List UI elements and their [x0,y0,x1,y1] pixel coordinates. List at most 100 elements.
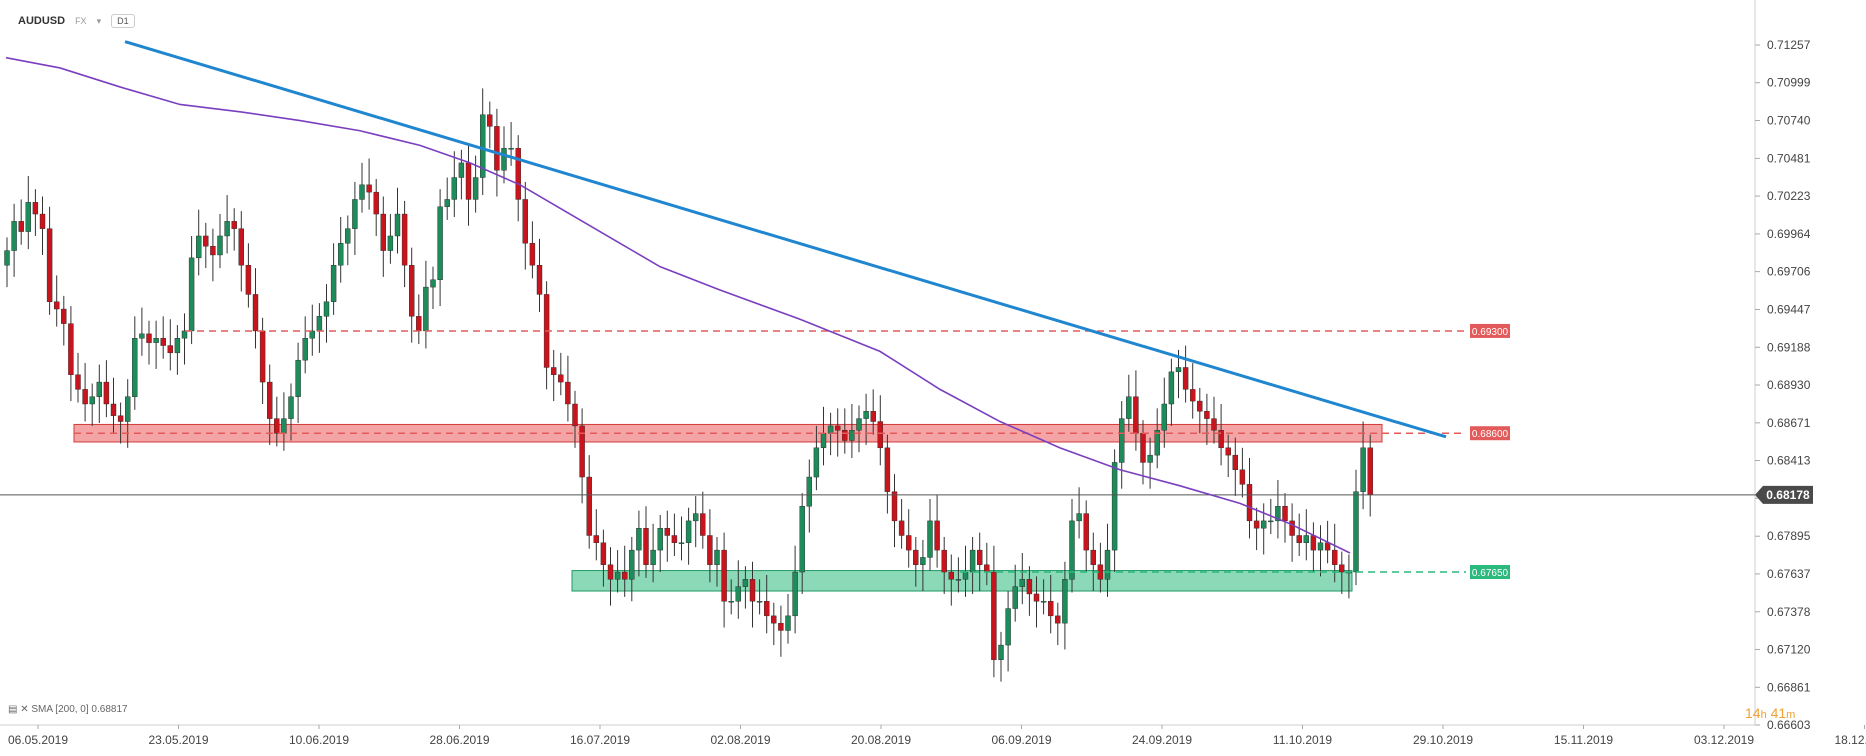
bull-candle [629,549,635,580]
bear-candle [1140,433,1146,463]
bull-candle [394,213,401,237]
bear-candle [913,549,919,565]
y-tick-label: 0.69964 [1767,227,1811,241]
bull-candle [4,250,10,266]
bear-candle [1182,367,1189,390]
bear-candle [494,126,500,171]
current-price-badge [1755,485,1813,504]
bear-candle [536,264,543,295]
bull-candle [1019,579,1025,587]
bear-candle [231,221,237,229]
bear-candle [515,148,521,200]
bear-candle [61,308,67,324]
y-tick-label: 0.69188 [1767,340,1811,354]
bear-candle [600,542,607,565]
bear-candle [259,330,266,383]
bear-candle [565,381,571,405]
bear-candle [593,535,599,543]
y-tick-label: 0.66861 [1767,680,1811,694]
bear-candle [700,513,706,536]
bear-candle [877,421,883,449]
level-badge [1470,426,1510,441]
bull-candle [962,571,969,580]
level-badge-label: 0.69300 [1472,327,1509,338]
dropdown-icon[interactable]: ▾ [96,15,102,26]
bull-candle [338,243,344,266]
bull-candle [217,235,223,256]
bull-candle [387,235,394,251]
bear-candle [366,184,372,193]
bear-candle [401,213,408,266]
bear-candle [586,476,592,536]
bear-candle [572,403,578,427]
y-tick-label: 0.67895 [1767,529,1811,543]
x-tick-label: 15.11.2019 [1554,733,1613,747]
bull-candle [352,199,358,229]
bear-candle [39,213,46,229]
bull-candle [792,571,798,617]
bull-candle [302,338,308,361]
bear-candle [551,367,557,375]
bear-candle [409,264,415,317]
y-tick-label: 0.71257 [1767,38,1811,52]
bear-candle [1189,389,1196,402]
bear-candle [380,213,386,251]
bear-candle [1310,535,1317,551]
bull-candle [501,148,507,171]
bear-candle [1047,601,1054,617]
bull-candle [806,476,812,507]
bear-candle [110,403,117,416]
chart-header: AUDUSD FX ▾ D1 [18,14,135,28]
bull-candle [678,542,685,544]
trendline [124,40,1447,439]
bear-candle [835,425,841,431]
bull-candle [849,430,855,441]
x-tick-label: 06.09.2019 [991,733,1051,747]
bull-candle [124,396,131,422]
bear-candle [991,571,997,660]
bear-candle [1246,484,1253,522]
bear-candle [203,235,209,247]
bear-candle [1133,396,1139,434]
bull-candle [927,520,933,558]
level-badge [1470,565,1510,580]
bull-candle [181,330,188,339]
bull-candle [1353,491,1359,573]
bear-candle [707,535,713,565]
bull-candle [472,177,479,200]
bull-candle [480,114,486,178]
y-tick-label: 0.67378 [1767,605,1811,619]
symbol-label[interactable]: AUDUSD [18,15,66,27]
bear-candle [1218,430,1224,449]
bear-candle [771,615,777,624]
y-tick-label: 0.68671 [1767,416,1811,430]
bear-candle [664,527,670,536]
x-tick-label: 24.09.2019 [1132,733,1192,747]
x-tick-label: 23.05.2019 [148,733,208,747]
bear-candle [891,491,898,522]
bull-candle [25,202,31,232]
bull-candle [132,338,138,397]
bull-candle [1360,447,1366,492]
bull-candle [1005,608,1011,646]
x-tick-label: 16.07.2019 [570,733,630,747]
bear-candle [238,228,245,266]
bear-candle [1204,411,1210,419]
bull-candle [281,418,287,434]
bear-candle [210,245,216,256]
indicator-legend[interactable]: ▤ ✕ SMA [200, 0] 0.68817 [8,704,128,715]
bear-candle [977,549,983,565]
y-tick-label: 0.70999 [1767,76,1811,90]
bear-candle [721,549,727,602]
bull-candle [309,330,315,339]
bull-candle [1076,513,1082,522]
countdown-hours: 14 [1745,705,1761,721]
bull-candle [153,338,159,343]
x-tick-label: 03.12.2019 [1694,733,1754,747]
bull-candle [423,286,429,332]
support-zone [571,570,1353,592]
bull-candle [174,338,181,354]
timeframe-button[interactable]: D1 [111,14,135,28]
bull-candle [735,586,741,602]
